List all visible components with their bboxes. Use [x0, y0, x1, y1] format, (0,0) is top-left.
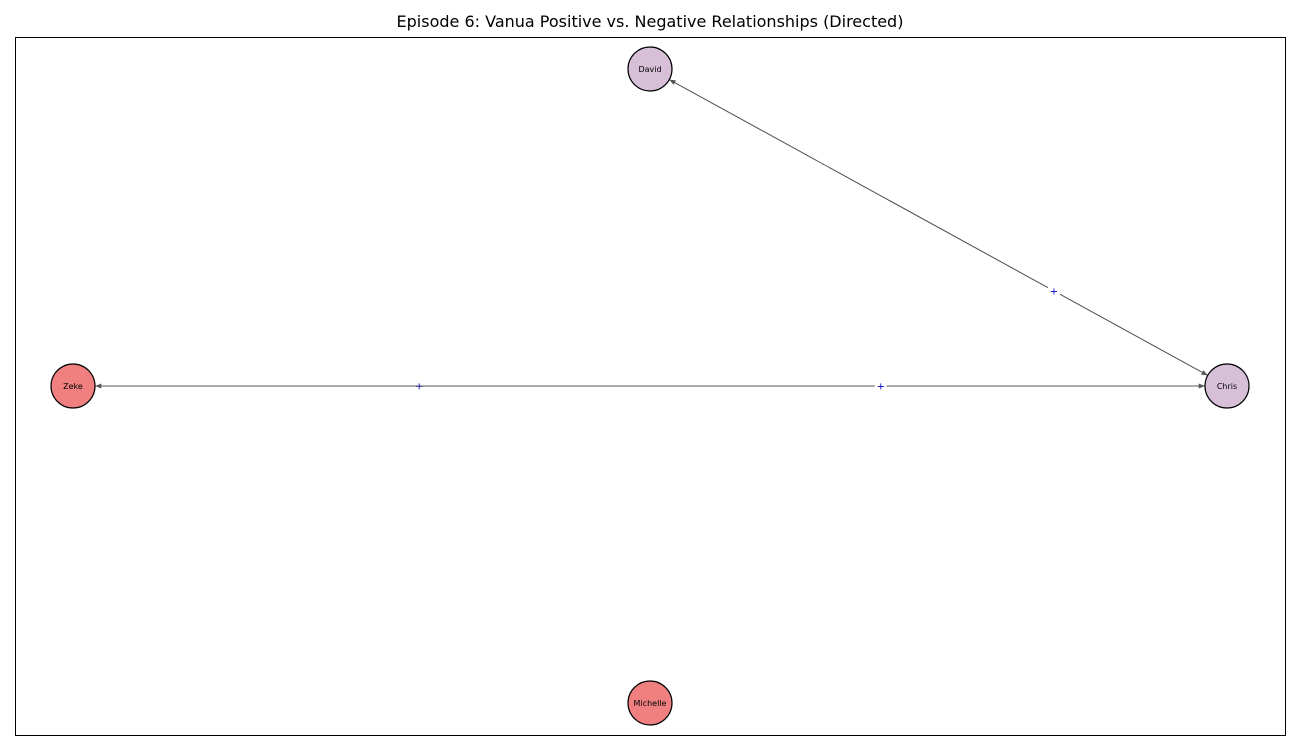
node-chris: Chris — [1205, 364, 1249, 408]
node-label-david: David — [638, 65, 661, 74]
node-label-zeke: Zeke — [63, 382, 83, 391]
edge-david-to-chris — [669, 80, 1207, 376]
edge-label-zeke-to-chris: + — [877, 382, 885, 393]
edge-label-chris-to-zeke: + — [415, 382, 423, 393]
node-david: David — [628, 47, 672, 91]
node-label-michelle: Michelle — [634, 699, 667, 708]
edges-layer: -++ + — [95, 80, 1208, 393]
edge-label-david-to-chris: + — [1050, 286, 1058, 297]
node-label-chris: Chris — [1217, 382, 1237, 391]
node-zeke: Zeke — [51, 364, 95, 408]
node-michelle: Michelle — [628, 681, 672, 725]
plot-frame — [16, 38, 1286, 736]
